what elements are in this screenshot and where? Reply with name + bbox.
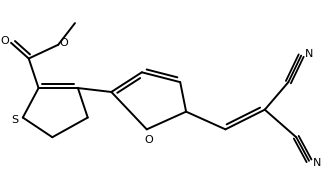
- Text: O: O: [1, 36, 10, 46]
- Text: N: N: [305, 49, 313, 59]
- Text: O: O: [60, 38, 68, 48]
- Text: methyl: methyl: [85, 19, 90, 20]
- Text: N: N: [313, 158, 321, 168]
- Text: O: O: [144, 135, 153, 145]
- Text: S: S: [11, 115, 19, 125]
